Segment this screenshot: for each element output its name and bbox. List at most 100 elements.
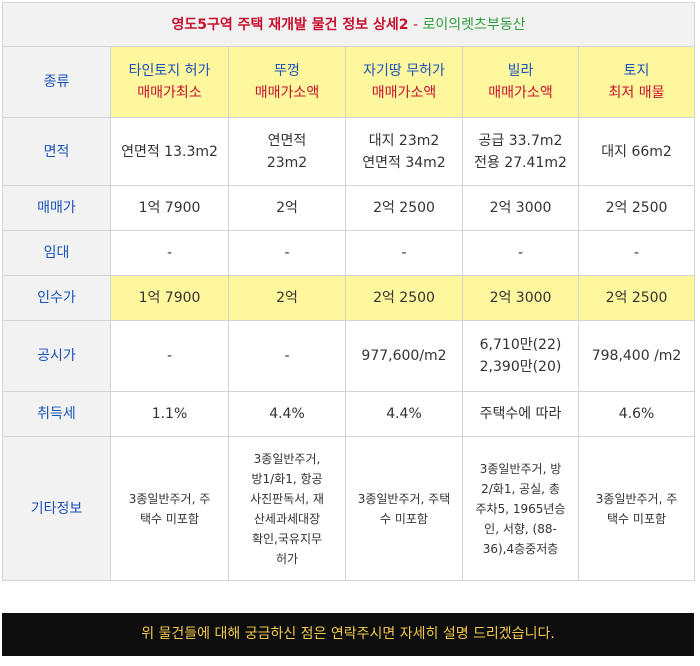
takeover-cell: 2억 3000 [462, 275, 579, 321]
rent-cell: - [345, 230, 463, 276]
listing-table-container: 영도5구역 주택 재개발 물건 정보 상세2 - 로이의렛츠부동산 종류 타인토… [1, 2, 696, 581]
footer-notice-bar: 위 물건들에 대해 궁금하신 점은 연락주시면 자세히 설명 드리겠습니다. [2, 613, 694, 656]
notice-line: - [166, 348, 173, 364]
table-title-row: 영도5구역 주택 재개발 물건 정보 상세2 - 로이의렛츠부동산 [1, 2, 696, 47]
notice-line: 977,600/m2 [361, 348, 447, 364]
notice-price-row: 공시가 - - 977,600/m2 6,710만(22) 2,390만(20) … [2, 320, 696, 392]
notice-line: 6,710만(22) [479, 337, 562, 353]
price-cell: 1억 7900 [110, 185, 229, 231]
etc-line: 36),4층중저층 [482, 541, 559, 556]
takeover-cell: 1억 7900 [110, 275, 229, 321]
tax-cell: 4.4% [228, 391, 346, 437]
etc-line: 3종일반주거, 주 [128, 491, 211, 506]
col-type: 토지 [623, 63, 650, 79]
rent-cell: - [577, 230, 696, 276]
rent-cell: - [110, 230, 229, 276]
takeover-cell: 2억 [228, 275, 346, 321]
col-type: 빌라 [507, 63, 534, 79]
price-row: 매매가 1억 7900 2억 2억 2500 2억 3000 2억 2500 [2, 185, 696, 231]
etc-line: 3종일반주거, [253, 451, 321, 466]
area-line: 대지 23m2 [368, 132, 440, 149]
area-line: 공급 33.7m2 [478, 132, 563, 149]
row-label-tax: 취득세 [2, 391, 111, 437]
row-label-price: 매매가 [2, 185, 111, 231]
area-cell: 연면적 23m2 [228, 117, 346, 186]
col-type: 뚜껑 [274, 63, 300, 79]
etc-line: 3종일반주거, 주택 [357, 491, 451, 506]
price-cell: 2억 [228, 185, 346, 231]
tax-cell: 4.4% [345, 391, 463, 437]
takeover-row: 인수가 1억 7900 2억 2억 2500 2억 3000 2억 2500 [2, 275, 696, 321]
area-cell: 연면적 13.3m2 [110, 117, 229, 186]
takeover-cell: 2억 2500 [345, 275, 463, 321]
notice-cell: 798,400 /m2 [577, 320, 696, 392]
tax-cell: 주택수에 따라 [462, 391, 579, 437]
etc-line: 사진판독서, 재 [250, 491, 324, 506]
etc-line: 3종일반주거, 방 [479, 461, 562, 476]
notice-cell: 977,600/m2 [345, 320, 463, 392]
title-main: 영도5구역 주택 재개발 물건 정보 상세2 [171, 16, 409, 33]
rent-row: 임대 - - - - - [2, 230, 696, 276]
etc-cell: 3종일반주거, 주 택수 미포함 [577, 436, 696, 581]
etc-cell: 3종일반주거, 주택 수 미포함 [345, 436, 463, 581]
title-separator: - [408, 16, 423, 33]
notice-line: 798,400 /m2 [591, 348, 682, 364]
title-agency: 로이의렛츠부동산 [422, 16, 526, 33]
notice-cell: - [228, 320, 346, 392]
takeover-cell: 2억 2500 [577, 275, 696, 321]
etc-line: 주차5, 1965년승 [475, 501, 566, 516]
etc-line: 택수 미포함 [139, 511, 199, 526]
row-label-notice: 공시가 [2, 320, 111, 392]
price-cell: 2억 3000 [462, 185, 579, 231]
etc-row: 기타정보 3종일반주거, 주 택수 미포함 3종일반주거, 방1/화1, 항공 … [2, 436, 696, 581]
etc-cell: 3종일반주거, 주 택수 미포함 [110, 436, 229, 581]
col-type: 자기땅 무허가 [363, 63, 445, 79]
tax-cell: 1.1% [110, 391, 229, 437]
area-line: 23m2 [266, 154, 308, 171]
row-label-takeover: 인수가 [2, 275, 111, 321]
etc-line: 허가 [275, 551, 299, 566]
etc-line: 산세과세대장 [253, 511, 321, 526]
etc-line: 2/화1, 공실, 총 [481, 481, 560, 496]
row-label-etc: 기타정보 [2, 436, 111, 581]
rent-cell: - [228, 230, 346, 276]
tax-cell: 4.6% [577, 391, 696, 437]
etc-line: 3종일반주거, 주 [595, 491, 678, 506]
etc-line: 택수 미포함 [607, 511, 667, 526]
row-label-kind: 종류 [2, 46, 111, 118]
notice-cell: - [110, 320, 229, 392]
area-line: 대지 66m2 [601, 143, 672, 160]
col-tag: 최저 매물 [608, 85, 665, 101]
area-row: 면적 연면적 13.3m2 연면적 23m2 대지 23m2 연면적 34m2 공급… [2, 117, 696, 186]
price-cell: 2억 2500 [345, 185, 463, 231]
col-tag: 매매가최소 [137, 85, 202, 101]
table-title: 영도5구역 주택 재개발 물건 정보 상세2 - 로이의렛츠부동산 [1, 2, 696, 47]
area-cell: 공급 33.7m2 전용 27.41m2 [462, 117, 579, 186]
tax-row: 취득세 1.1% 4.4% 4.4% 주택수에 따라 4.6% [2, 391, 696, 437]
col-tag: 매매가소액 [371, 85, 437, 101]
footer-notice-text: 위 물건들에 대해 궁금하신 점은 연락주시면 자세히 설명 드리겠습니다. [141, 626, 555, 642]
area-cell: 대지 66m2 [577, 117, 696, 186]
etc-cell: 3종일반주거, 방 2/화1, 공실, 총 주차5, 1965년승 인, 서향,… [462, 436, 579, 581]
area-cell: 대지 23m2 연면적 34m2 [345, 117, 463, 186]
notice-line: - [284, 348, 290, 364]
row-label-rent: 임대 [2, 230, 111, 276]
notice-line: 2,390만(20) [479, 359, 562, 375]
col-tag: 매매가소액 [488, 85, 553, 101]
etc-cell: 3종일반주거, 방1/화1, 항공 사진판독서, 재 산세과세대장 확인,국유지… [228, 436, 346, 581]
etc-line: 방1/화1, 항공 [251, 471, 323, 486]
etc-line: 확인,국유지무 [251, 531, 323, 546]
col-type: 타인토지 허가 [128, 63, 211, 79]
notice-cell: 6,710만(22) 2,390만(20) [462, 320, 579, 392]
col-tag: 매매가소액 [254, 85, 320, 101]
etc-line: 수 미포함 [380, 511, 428, 526]
rent-cell: - [462, 230, 579, 276]
price-cell: 2억 2500 [577, 185, 696, 231]
area-line: 전용 27.41m2 [474, 154, 567, 171]
